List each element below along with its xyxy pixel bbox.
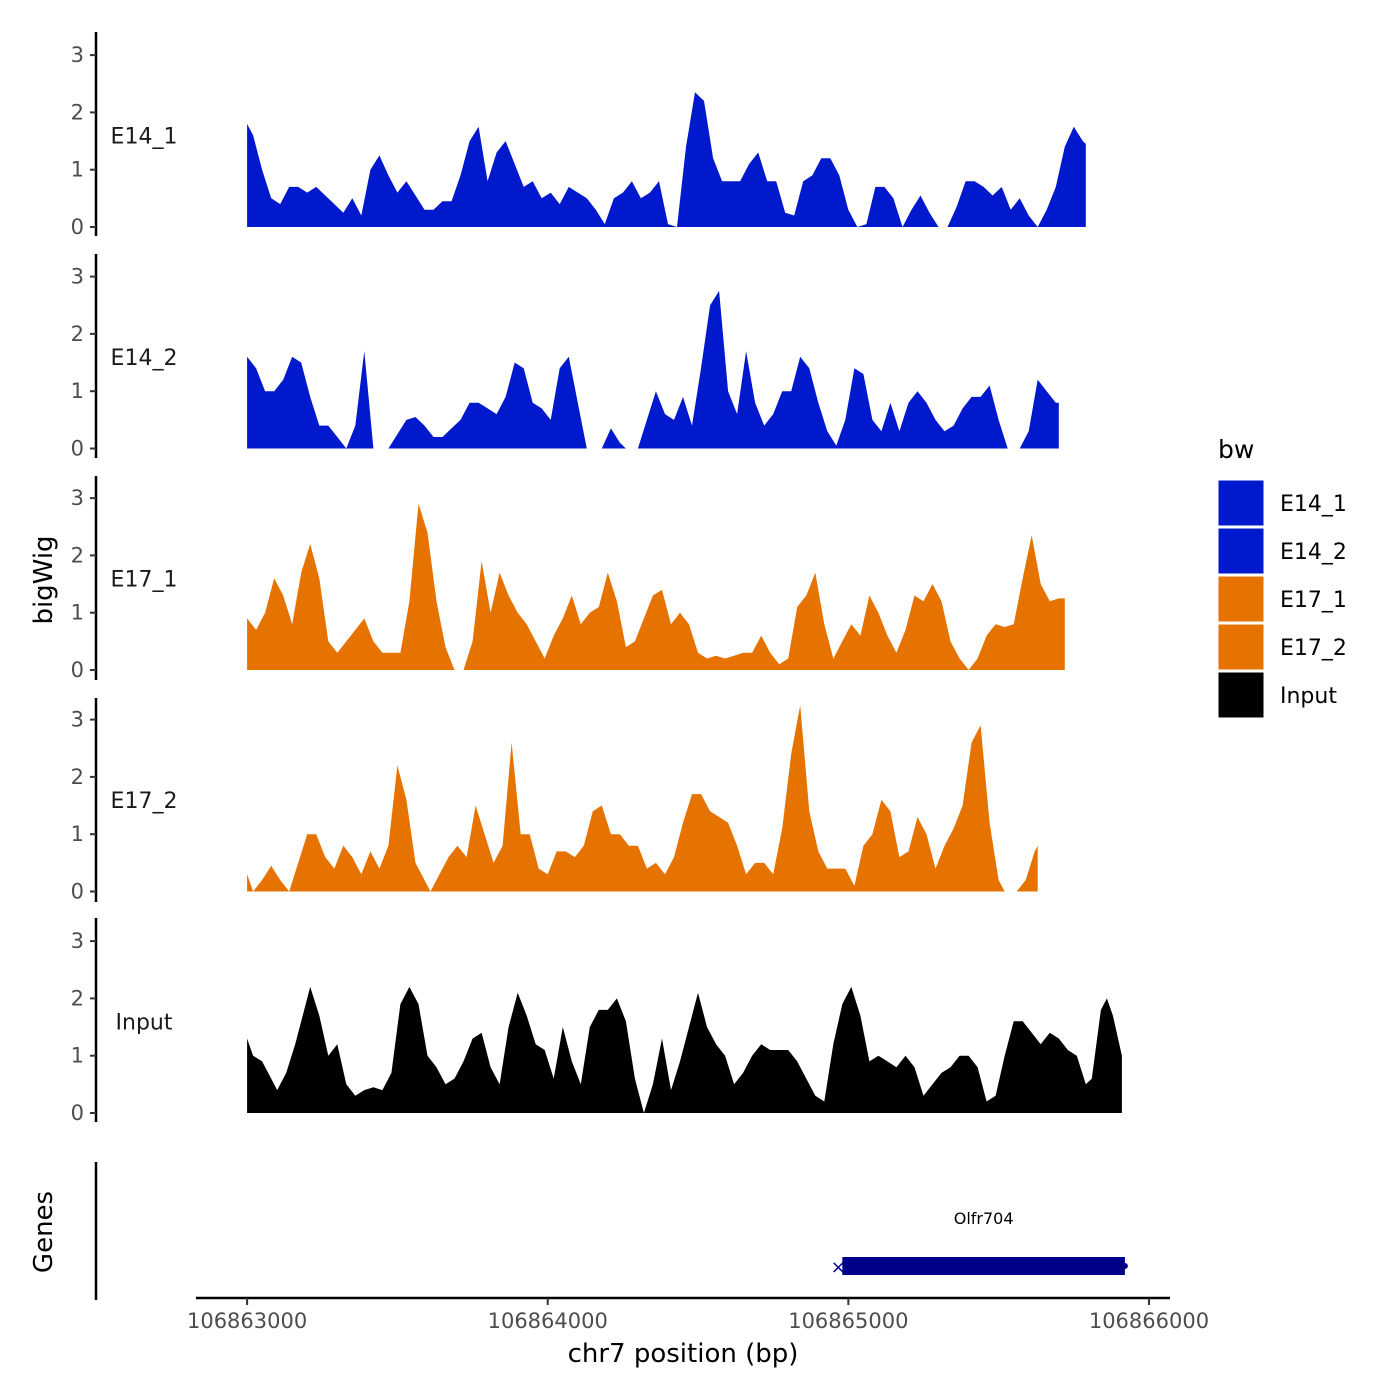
y-tick-label: 0 [71,658,84,682]
y-tick-label: 2 [71,986,84,1010]
y-tick-label: 3 [71,265,84,289]
track-input: 0 1 2 3 Input [71,918,1122,1125]
gene-olfr704: × Olfr704 [831,1209,1128,1278]
series-area-input [247,986,1122,1113]
legend-label: E17_1 [1280,588,1347,613]
legend: bw E14_1 E14_2 E17_1 E17_2 Input [1217,435,1347,719]
track-e17-2: 0 1 2 3 E17_2 [71,698,1038,904]
track-label: Input [116,1010,173,1035]
track-label: E17_1 [111,567,178,592]
y-tick-label: 2 [71,322,84,346]
track-label: E17_2 [111,789,178,814]
y-tick-label: 1 [71,1044,84,1068]
x-tick-label: 106864000 [488,1309,608,1333]
gene-label: Olfr704 [954,1209,1014,1228]
legend-swatch [1217,623,1265,671]
series-area-e14-2 [247,290,1059,449]
y-tick-label: 1 [71,601,84,625]
genes-axis-title: Genes [29,1191,59,1273]
y-tick-label: 0 [71,215,84,239]
gene-body [842,1257,1125,1275]
y-tick-label: 0 [71,1101,84,1125]
legend-entry-e14-1: E14_1 [1217,479,1347,527]
x-tick-label: 106866000 [1089,1309,1209,1333]
legend-entry-e14-2: E14_2 [1217,527,1347,575]
y-tick-label: 3 [71,929,84,953]
y-tick-label: 1 [71,158,84,182]
strand-marker: × [831,1257,846,1278]
track-e17-1: 0 1 2 3 E17_1 [71,476,1065,682]
track-panels: 0 1 2 3 E14_1 0 1 2 3 E14_2 0 1 2 3 E17_1 0 1 2 3 E17_2 0 1 2 3… [71,32,1122,1125]
legend-entry-e17-2: E17_2 [1217,623,1347,671]
y-tick-label: 2 [71,543,84,567]
legend-swatch [1217,479,1265,527]
track-label: E14_1 [111,124,178,149]
legend-entry-e17-1: E17_1 [1217,575,1347,623]
track-label: E14_2 [111,346,178,371]
y-tick-label: 0 [71,880,84,904]
legend-label: E17_2 [1280,636,1347,661]
y-axis-title: bigWig [29,535,59,624]
x-tick-label: 106865000 [788,1309,908,1333]
x-axis: 106863000 106864000 106865000 106866000 [187,1296,1209,1333]
legend-swatch [1217,671,1265,719]
y-tick-label: 3 [71,708,84,732]
legend-swatch [1217,527,1265,575]
legend-label: E14_1 [1280,492,1347,517]
track-e14-1: 0 1 2 3 E14_1 [71,32,1086,239]
legend-entry-input: Input [1217,671,1337,719]
genes-panel: × Olfr704 [94,1162,1128,1300]
y-tick-label: 0 [71,437,84,461]
y-tick-label: 1 [71,379,84,403]
track-e14-2: 0 1 2 3 E14_2 [71,254,1059,461]
legend-title: bw [1218,435,1254,464]
y-tick-label: 3 [71,486,84,510]
y-tick-label: 1 [71,822,84,846]
y-tick-label: 3 [71,43,84,67]
x-axis-title: chr7 position (bp) [568,1339,799,1369]
legend-swatch [1217,575,1265,623]
series-area-e17-2 [247,705,1038,892]
legend-label: Input [1280,684,1337,709]
x-tick-label: 106863000 [187,1309,307,1333]
legend-label: E14_2 [1280,540,1347,565]
y-tick-label: 2 [71,765,84,789]
series-area-e14-1 [247,92,1086,227]
series-area-e17-1 [247,503,1065,670]
y-tick-label: 2 [71,100,84,124]
gene-end-marker [1121,1263,1128,1269]
